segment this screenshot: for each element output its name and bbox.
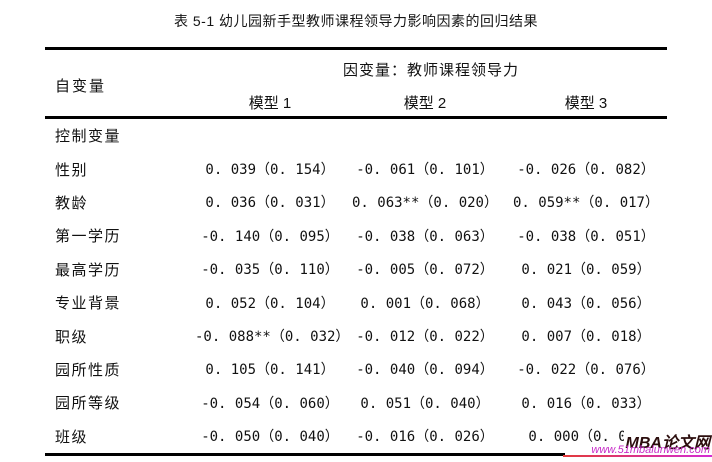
row-label: 教龄 [55, 194, 89, 212]
cell-model3: 0. 007（0. 018） [521, 329, 651, 346]
cell-model3: 0. 016（0. 033） [521, 395, 651, 412]
cell-model2: -0. 005（0. 072） [356, 262, 494, 279]
cell-model1: -0. 054（0. 060） [201, 395, 339, 412]
watermark-site-name: MBA论文网 [623, 429, 710, 453]
cell-model2: -0. 040（0. 094） [356, 362, 494, 379]
row-label: 控制变量 [55, 128, 122, 146]
cell-model3: 0. 021（0. 059） [521, 262, 651, 279]
cell-model2: 0. 051（0. 040） [360, 395, 490, 412]
table-row-gender: 性别 0. 039（0. 154） -0. 061（0. 101） -0. 02… [45, 152, 667, 185]
row-label: 最高学历 [55, 261, 122, 279]
table-row-kindergarten-grade: 园所等级 -0. 054（0. 060） 0. 051（0. 040） 0. 0… [45, 386, 667, 419]
cell-model1: 0. 105（0. 141） [205, 362, 335, 379]
cell-model3: 0. 059**（0. 017） [512, 195, 659, 212]
cell-model2: -0. 012（0. 022） [356, 329, 494, 346]
cell-model2: -0. 061（0. 101） [356, 162, 494, 179]
table-row-control-variables: 控制变量 [45, 119, 667, 152]
row-label: 职级 [55, 328, 89, 346]
cell-model2: 0. 001（0. 068） [360, 295, 490, 312]
table-row-class: 班级 -0. 050（0. 040） -0. 016（0. 026） 0. 00… [45, 420, 667, 453]
row-label: 园所性质 [55, 361, 122, 379]
cell-model3: -0. 026（0. 082） [517, 162, 655, 179]
watermark-site-url: www.51mbalunwen.com [591, 444, 710, 456]
cell-model3: -0. 022（0. 076） [517, 362, 655, 379]
table-bottom-border [45, 453, 565, 456]
table-row-professional-background: 专业背景 0. 052（0. 104） 0. 001（0. 068） 0. 04… [45, 286, 667, 319]
cell-model3: 0. 043（0. 056） [521, 295, 651, 312]
cell-model1: -0. 140（0. 095） [201, 228, 339, 245]
table-row-highest-degree: 最高学历 -0. 035（0. 110） -0. 005（0. 072） 0. … [45, 253, 667, 286]
column-header-model-2: 模型 2 [403, 95, 447, 112]
cell-model1: 0. 039（0. 154） [205, 162, 335, 179]
table-header-border [45, 116, 667, 119]
cell-model2: -0. 016（0. 026） [356, 429, 494, 446]
watermark-underline [563, 455, 712, 457]
table-row-first-degree: 第一学历 -0. 140（0. 095） -0. 038（0. 063） -0.… [45, 219, 667, 252]
cell-model1: 0. 052（0. 104） [205, 295, 335, 312]
cell-model1: -0. 088**（0. 032） [195, 329, 350, 346]
table-row-kindergarten-type: 园所性质 0. 105（0. 141） -0. 040（0. 094） -0. … [45, 353, 667, 386]
table-top-border [45, 47, 667, 50]
cell-model3: -0. 038（0. 051） [517, 228, 655, 245]
cell-model2: 0. 063**（0. 020） [351, 195, 498, 212]
column-header-model-3: 模型 3 [564, 95, 608, 112]
cell-model2: -0. 038（0. 063） [356, 228, 494, 245]
column-header-model-1: 模型 1 [248, 95, 292, 112]
cell-model1: -0. 035（0. 110） [201, 262, 339, 279]
table-row-teaching-age: 教龄 0. 036（0. 031） 0. 063**（0. 020） 0. 05… [45, 186, 667, 219]
column-header-dependent-variable: 因变量：教师课程领导力 [342, 62, 519, 79]
table-caption: 表 5-1 幼儿园新手型教师课程领导力影响因素的回归结果 [173, 13, 538, 29]
table-row-professional-rank: 职级 -0. 088**（0. 032） -0. 012（0. 022） 0. … [45, 319, 667, 352]
table-body: 控制变量 性别 0. 039（0. 154） -0. 061（0. 101） -… [45, 119, 667, 453]
column-header-independent-variable: 自变量 [55, 78, 107, 95]
cell-model1: -0. 050（0. 040） [201, 429, 339, 446]
row-label: 性别 [55, 161, 89, 179]
cell-model3: 0. 000（0. 021 [528, 429, 644, 446]
row-label: 第一学历 [55, 228, 122, 246]
cell-model1: 0. 036（0. 031） [205, 195, 335, 212]
row-label: 园所等级 [55, 395, 122, 413]
row-label: 专业背景 [55, 295, 122, 313]
row-label: 班级 [55, 428, 89, 446]
